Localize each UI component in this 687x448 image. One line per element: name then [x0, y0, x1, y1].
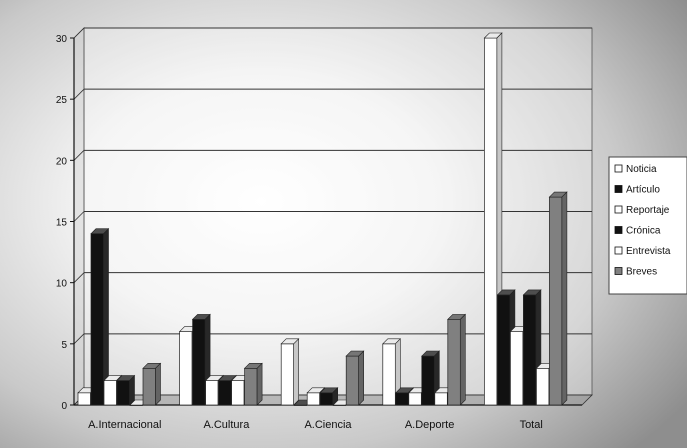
- bar-side: [332, 387, 339, 406]
- bar-side: [459, 313, 466, 406]
- bar: [536, 367, 550, 406]
- bar: [280, 343, 295, 406]
- bar: [549, 196, 563, 406]
- gridline-depth: [73, 88, 85, 100]
- legend-swatch: [614, 164, 623, 173]
- bar: [319, 392, 334, 406]
- bar: [434, 392, 448, 406]
- y-tick-label: 30: [56, 34, 68, 45]
- bar-side: [155, 362, 161, 406]
- y-tick-label: 20: [56, 156, 68, 167]
- legend-label: Breves: [626, 267, 657, 278]
- bar: [103, 380, 117, 406]
- bar: [77, 392, 91, 406]
- bar-side: [561, 191, 568, 406]
- y-tick-label: 0: [61, 401, 67, 412]
- y-tick-label: 25: [56, 95, 68, 106]
- bar: [90, 233, 104, 406]
- bar: [205, 380, 219, 406]
- gridline-depth: [73, 211, 85, 222]
- x-tick-label: A.Cultura: [203, 419, 250, 431]
- gridline-depth: [73, 150, 85, 161]
- bar: [382, 343, 396, 406]
- bar-side: [293, 338, 300, 406]
- bar: [395, 392, 409, 406]
- y-tick-label: 15: [56, 218, 68, 229]
- legend-label: Entrevista: [626, 246, 671, 257]
- bar-side: [129, 374, 135, 406]
- legend-swatch: [614, 267, 623, 275]
- legend-label: Artículo: [626, 185, 660, 196]
- legend-swatch: [614, 246, 623, 255]
- legend-swatch: [614, 205, 623, 214]
- bar: [192, 319, 206, 406]
- x-tick-label: Total: [520, 419, 543, 431]
- bar: [345, 355, 360, 406]
- gridline-depth: [73, 272, 85, 283]
- legend-swatch: [614, 185, 623, 193]
- bar: [306, 392, 321, 406]
- gridline-depth: [73, 333, 85, 345]
- legend-swatch: [614, 226, 623, 234]
- legend-label: Crónica: [626, 226, 661, 237]
- bar: [523, 294, 537, 406]
- bar: [510, 331, 524, 406]
- bar: [142, 367, 156, 406]
- bar: [244, 367, 258, 406]
- legend-label: Noticia: [626, 164, 657, 175]
- gridline-depth: [73, 27, 85, 39]
- bar: [497, 294, 511, 406]
- bar: [218, 380, 232, 406]
- bar: [231, 380, 245, 406]
- bar: [116, 380, 130, 406]
- bar: [421, 355, 435, 406]
- x-tick-label: A.Ciencia: [304, 419, 352, 431]
- y-tick-label: 10: [56, 279, 68, 290]
- legend-label: Reportaje: [626, 205, 670, 216]
- y-tick-label: 5: [61, 340, 67, 351]
- bar: [484, 37, 498, 406]
- bar: [447, 319, 461, 406]
- bar: [179, 331, 193, 406]
- bar-side: [256, 362, 263, 406]
- x-tick-label: A.Deporte: [405, 419, 455, 431]
- x-tick-label: A.Internacional: [88, 419, 161, 431]
- bar-side: [358, 350, 365, 406]
- bar: [408, 392, 422, 406]
